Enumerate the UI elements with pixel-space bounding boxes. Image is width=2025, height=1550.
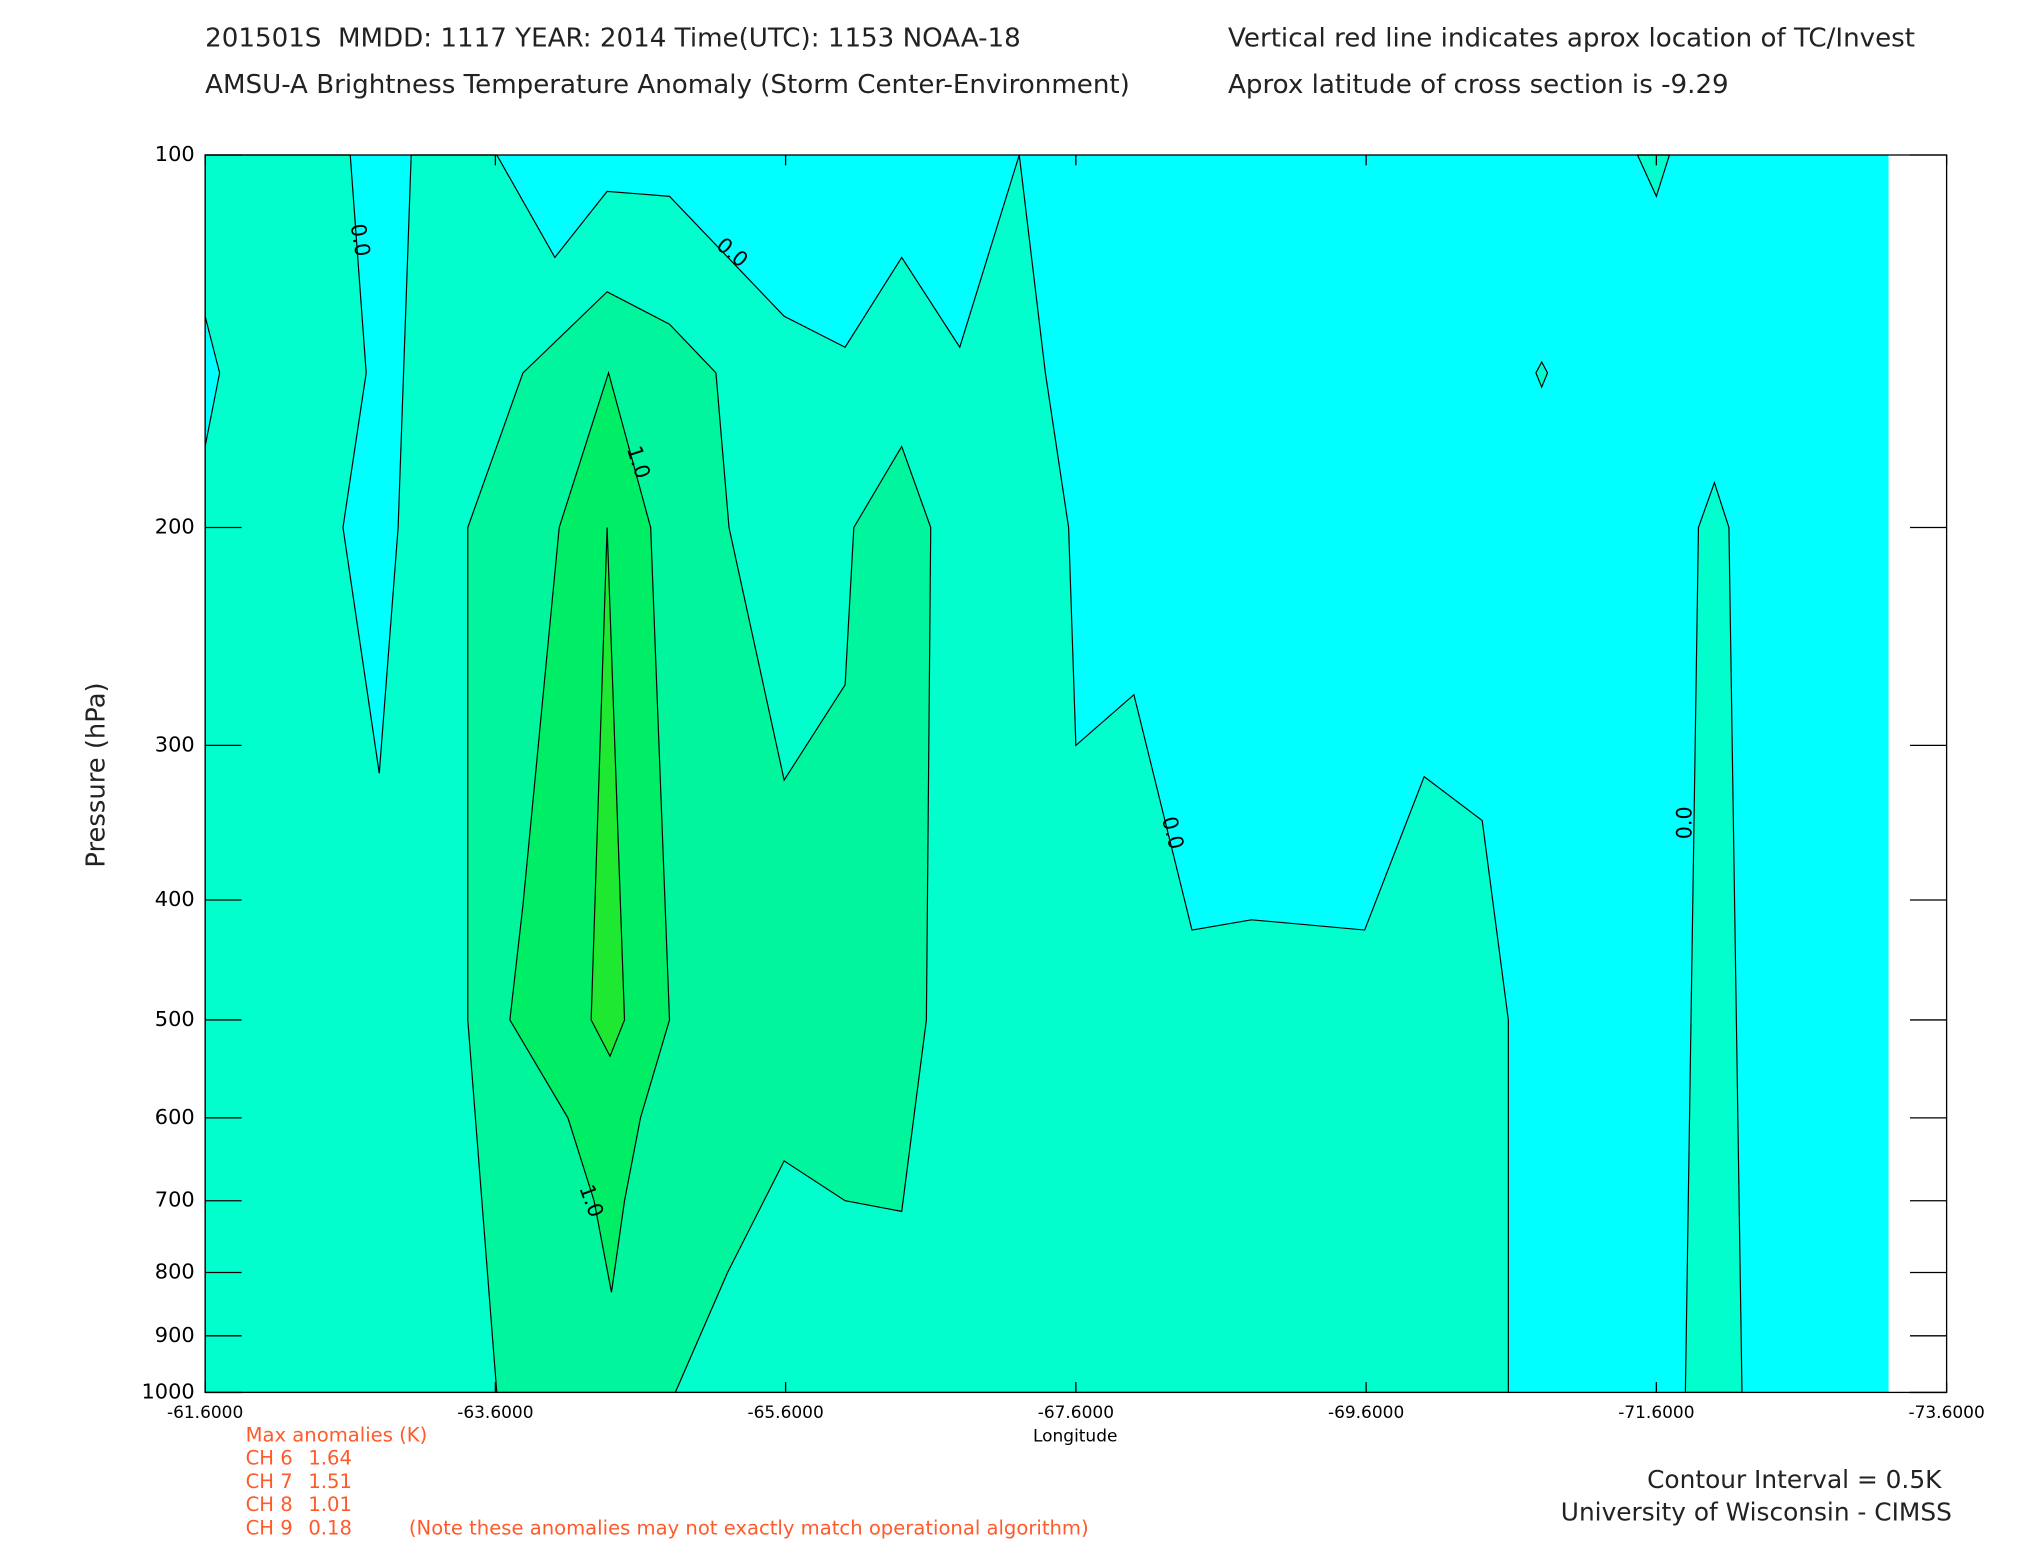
contour-label: 0.0 [1672,806,1696,839]
y-tick-label: 200 [155,515,195,539]
y-tick-label: 300 [155,732,195,756]
anomaly-channel: CH 8 [246,1493,293,1516]
y-tick-label: 500 [155,1007,195,1031]
credit: University of Wisconsin - CIMSS [1561,1497,1952,1526]
anomaly-value: 1.64 [308,1447,352,1470]
contour-region [509,370,671,1293]
note: Aprox latitude of cross section is -9.29 [1228,70,1729,100]
contour-interval: Contour Interval = 0.5K [1647,1465,1942,1494]
x-tick-label: -69.6000 [1328,1402,1404,1422]
y-tick-label: 800 [155,1260,195,1284]
x-tick-label: -67.6000 [1038,1402,1114,1422]
plot-area [204,154,1889,1393]
y-tick-label: 700 [155,1188,195,1212]
contour-label: 0.0 [345,222,375,258]
anomaly-channel: CH 9 [246,1517,293,1540]
y-tick-label: 100 [155,142,195,166]
x-axis-label: Longitude [1033,1426,1117,1446]
chart-title: 201501S MMDD: 1117 YEAR: 2014 Time(UTC):… [205,24,1021,54]
chart-subtitle: AMSU-A Brightness Temperature Anomaly (S… [205,70,1130,100]
x-tick-label: -65.6000 [747,1402,823,1422]
anomaly-value: 1.51 [308,1470,352,1493]
y-tick-label: 1000 [142,1379,195,1403]
y-axis-label: Pressure (hPa) [81,682,111,867]
note: Vertical red line indicates aprox locati… [1228,24,1915,54]
anomaly-channel: CH 6 [246,1447,293,1470]
anomalies-note: (Note these anomalies may not exactly ma… [409,1517,1089,1540]
contour-region [1535,360,1549,389]
y-tick-label: 600 [155,1105,195,1129]
y-tick-label: 900 [155,1323,195,1347]
x-tick-label: -61.6000 [167,1402,243,1422]
anomaly-value: 1.01 [308,1493,352,1516]
contour-region [590,527,626,1058]
anomalies-title: Max anomalies (K) [246,1424,428,1447]
x-tick-label: -71.6000 [1618,1402,1694,1422]
anomaly-value: 0.18 [308,1517,352,1540]
x-tick-label: -63.6000 [457,1402,533,1422]
y-tick-label: 400 [155,887,195,911]
anomaly-channel: CH 7 [246,1470,293,1493]
x-tick-label: -73.6000 [1908,1402,1984,1422]
